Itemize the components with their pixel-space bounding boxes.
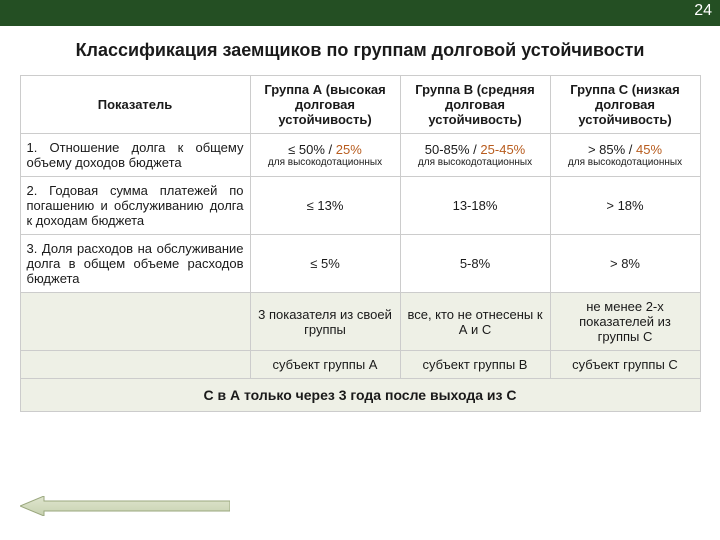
cell-b-highlight: 25-45% [480,142,525,157]
cell-c-sub: для высокодотационных [557,157,694,168]
classification-table: Показатель Группа А (высокая долговая ус… [20,75,701,412]
cell-b: субъект группы В [400,351,550,379]
cell-c: субъект группы С [550,351,700,379]
row-label: 1. Отношение долга к общему объему доход… [20,134,250,177]
header-indicator: Показатель [20,76,250,134]
row-label [20,351,250,379]
cell-a: субъект группы А [250,351,400,379]
page-number: 24 [694,2,712,20]
header-group-c: Группа С (низкая долговая устойчивость) [550,76,700,134]
row-label: 3. Доля расходов на обслуживание долга в… [20,235,250,293]
cell-b: 5-8% [400,235,550,293]
cell-a: 3 показателя из своей группы [250,293,400,351]
arrow-icon [20,496,230,516]
cell-b: 50-85% / 25-45% для высокодотационных [400,134,550,177]
cell-c: не менее 2-х показателей из группы С [550,293,700,351]
row-label [20,293,250,351]
table-footer-row: С в А только через 3 года после выхода и… [20,379,700,412]
cell-c-highlight: 45% [636,142,662,157]
cell-a-sub: для высокодотационных [257,157,394,168]
cell-c: > 18% [550,177,700,235]
row-label: 2. Годовая сумма платежей по погашению и… [20,177,250,235]
cell-c: > 85% / 45% для высокодотационных [550,134,700,177]
cell-b: 13-18% [400,177,550,235]
cell-c: > 8% [550,235,700,293]
cell-a: ≤ 5% [250,235,400,293]
table-row: 3. Доля расходов на обслуживание долга в… [20,235,700,293]
page-title: Классификация заемщиков по группам долго… [0,40,720,61]
cell-a: ≤ 13% [250,177,400,235]
cell-a: ≤ 50% / 25% для высокодотационных [250,134,400,177]
cell-a-highlight: 25% [336,142,362,157]
cell-b-sub: для высокодотационных [407,157,544,168]
header-group-a: Группа А (высокая долговая устойчивость) [250,76,400,134]
cell-b: все, кто не отнесены к А и С [400,293,550,351]
cell-c-main: > 85% / [588,142,636,157]
cell-a-main: ≤ 50% / [288,142,336,157]
header-group-b: Группа В (средняя долговая устойчивость) [400,76,550,134]
footer-text: С в А только через 3 года после выхода и… [20,379,700,412]
table-row: 3 показателя из своей группы все, кто не… [20,293,700,351]
table-row: субъект группы А субъект группы В субъек… [20,351,700,379]
top-bar: 24 [0,0,720,26]
table-row: 2. Годовая сумма платежей по погашению и… [20,177,700,235]
table-row: 1. Отношение долга к общему объему доход… [20,134,700,177]
table-header-row: Показатель Группа А (высокая долговая ус… [20,76,700,134]
cell-b-main: 50-85% / [425,142,481,157]
